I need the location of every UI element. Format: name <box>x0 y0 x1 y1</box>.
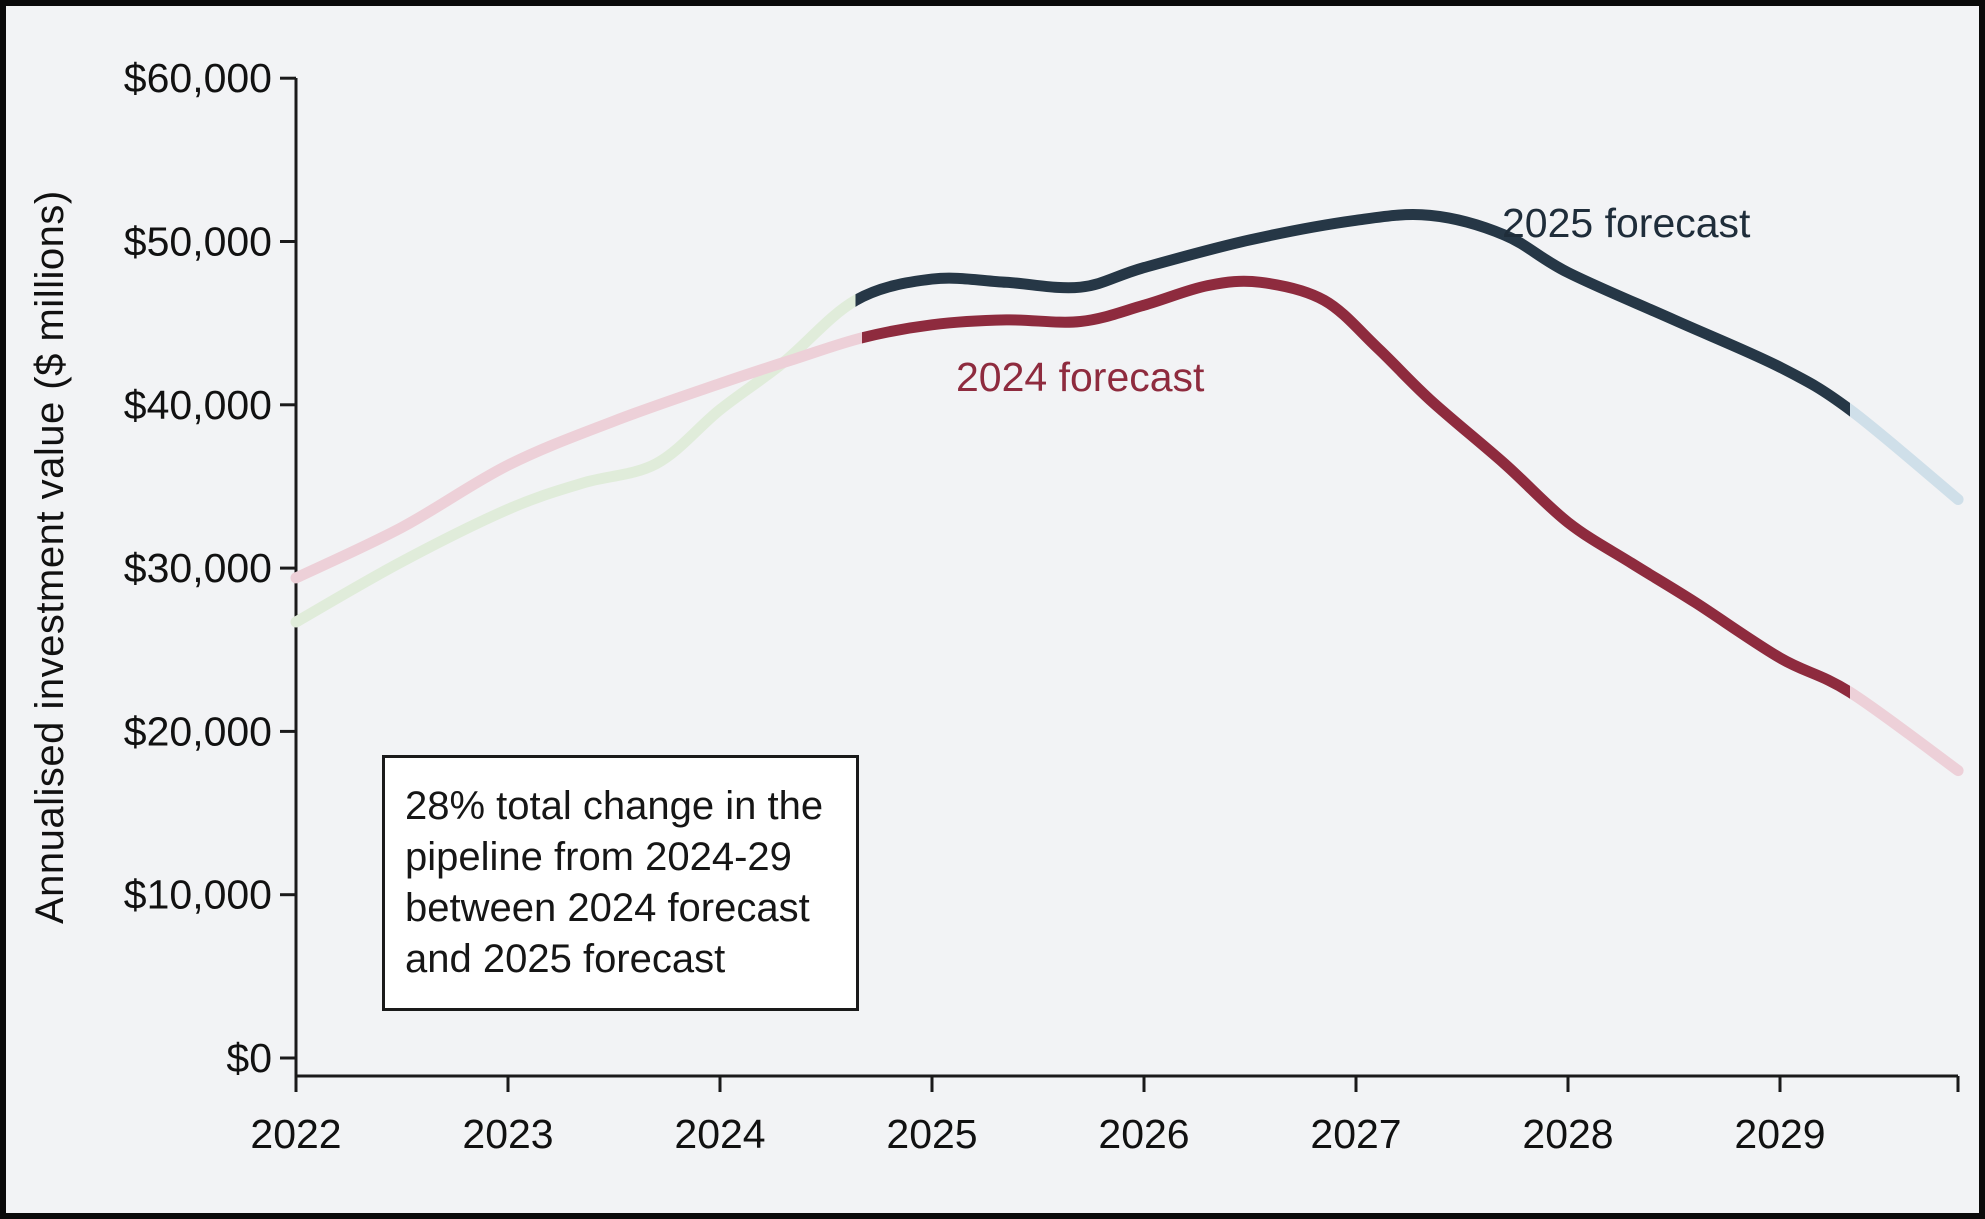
y-tick-label: $10,000 <box>124 872 272 918</box>
y-axis-title: Annualised investment value ($ millions) <box>28 190 72 924</box>
y-tick-label: $30,000 <box>124 545 272 591</box>
x-tick-label: 2022 <box>250 1111 341 1157</box>
series-line-2025-forecast <box>290 209 1964 628</box>
x-tick-label: 2023 <box>462 1111 553 1157</box>
x-tick-label: 2029 <box>1734 1111 1825 1157</box>
y-tick-label: $60,000 <box>124 55 272 101</box>
annotation-text: 28% total change in the pipeline from 20… <box>405 784 824 981</box>
y-tick-label: $50,000 <box>124 219 272 265</box>
y-tick-label: $20,000 <box>124 708 272 754</box>
series-label-2024-forecast: 2024 forecast <box>956 354 1205 400</box>
series-label-2025-forecast: 2025 forecast <box>1502 200 1751 246</box>
x-tick-label: 2024 <box>674 1111 765 1157</box>
y-tick-label: $0 <box>226 1035 272 1081</box>
annotation-box: 28% total change in the pipeline from 20… <box>382 755 859 1011</box>
x-tick-label: 2027 <box>1310 1111 1401 1157</box>
series-line-2024-forecast <box>290 275 1964 777</box>
x-tick-label: 2028 <box>1522 1111 1613 1157</box>
y-tick-label: $40,000 <box>124 382 272 428</box>
x-tick-label: 2025 <box>886 1111 977 1157</box>
x-tick-label: 2026 <box>1098 1111 1189 1157</box>
